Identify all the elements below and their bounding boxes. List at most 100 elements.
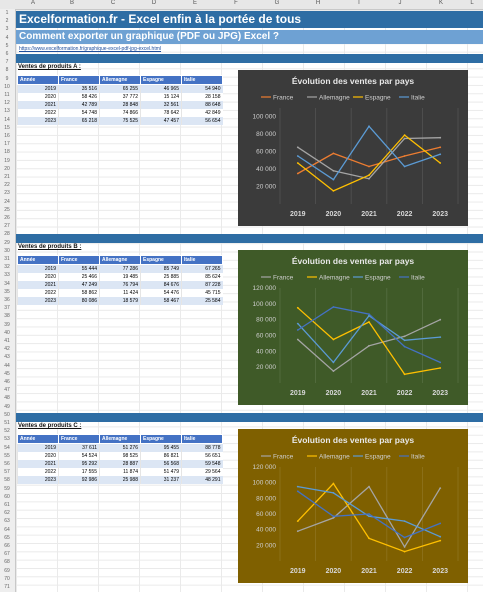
- column-header-A[interactable]: A: [30, 0, 35, 6]
- row-header[interactable]: 43: [4, 354, 10, 361]
- table-row[interactable]: 2021 42 789 28 848 32 561 88 648: [17, 101, 223, 109]
- row-header[interactable]: 22: [4, 182, 10, 189]
- table-row[interactable]: 2022 17 555 11 874 51 479 29 564: [17, 468, 223, 476]
- row-header[interactable]: 10: [4, 83, 10, 90]
- row-header[interactable]: 26: [4, 215, 10, 221]
- table-cell[interactable]: 29 564: [181, 468, 223, 476]
- column-header-J[interactable]: J: [398, 0, 402, 6]
- row-header[interactable]: 71: [4, 584, 10, 590]
- table-row[interactable]: 2020 54 524 98 525 86 821 56 651: [17, 452, 223, 460]
- row-header[interactable]: 44: [4, 362, 10, 369]
- table-cell[interactable]: 54 524: [58, 452, 100, 460]
- column-header-K[interactable]: K: [438, 0, 443, 6]
- row-header[interactable]: 53: [4, 436, 10, 443]
- table-cell[interactable]: 48 291: [181, 476, 223, 484]
- row-header[interactable]: 9: [5, 75, 9, 82]
- table-cell[interactable]: 2022: [17, 109, 59, 117]
- table-cell[interactable]: 47 249: [58, 281, 100, 289]
- table-cell[interactable]: 95 292: [58, 460, 100, 468]
- table-cell[interactable]: 11 424: [99, 289, 141, 297]
- row-header[interactable]: 25: [4, 206, 10, 213]
- row-header[interactable]: 38: [4, 313, 10, 320]
- row-header[interactable]: 27: [4, 223, 10, 230]
- table-header-cell[interactable]: France: [58, 75, 100, 85]
- row-header[interactable]: 4: [5, 34, 9, 41]
- table-cell[interactable]: 65 255: [99, 84, 141, 93]
- table-header-cell[interactable]: Espagne: [140, 75, 182, 85]
- table-cell[interactable]: 2022: [17, 289, 59, 297]
- table-cell[interactable]: 51 479: [140, 468, 182, 476]
- row-header[interactable]: 57: [4, 469, 10, 476]
- row-header[interactable]: 64: [4, 526, 10, 533]
- table-cell[interactable]: 2021: [17, 460, 59, 468]
- table-cell[interactable]: 59 548: [181, 460, 223, 468]
- table-header-cell[interactable]: Année: [17, 255, 59, 265]
- table-cell[interactable]: 67 265: [181, 264, 223, 273]
- row-header[interactable]: 11: [4, 92, 10, 98]
- column-header-C[interactable]: C: [110, 0, 116, 6]
- table-row[interactable]: 2021 47 249 76 794 84 676 87 228: [17, 281, 223, 289]
- row-header[interactable]: 36: [4, 297, 10, 303]
- column-header-H[interactable]: H: [315, 0, 321, 6]
- row-header[interactable]: 30: [4, 247, 10, 254]
- table-cell[interactable]: 87 228: [181, 281, 223, 289]
- table-header-cell[interactable]: France: [58, 255, 100, 265]
- row-header[interactable]: 42: [4, 346, 10, 353]
- column-header-G[interactable]: G: [274, 0, 280, 6]
- row-header[interactable]: 37: [4, 305, 10, 312]
- table-cell[interactable]: 2019: [17, 264, 59, 273]
- table-cell[interactable]: 45 715: [181, 289, 223, 297]
- row-header[interactable]: 17: [4, 141, 10, 148]
- table-cell[interactable]: 78 642: [140, 109, 182, 117]
- table-cell[interactable]: 56 568: [140, 460, 182, 468]
- table-row[interactable]: 2019 37 611 51 276 95 455 88 778: [17, 443, 223, 452]
- row-header[interactable]: 5: [5, 42, 9, 49]
- tutorial-link[interactable]: https://www.excelformation.fr/graphique-…: [19, 46, 162, 52]
- row-header[interactable]: 65: [4, 534, 10, 541]
- table-row[interactable]: 2019 35 516 65 255 46 965 54 940: [17, 84, 223, 93]
- row-header[interactable]: 55: [4, 452, 10, 459]
- row-header[interactable]: 47: [4, 387, 10, 394]
- table-cell[interactable]: 58 467: [140, 297, 182, 305]
- table-cell[interactable]: 2023: [17, 476, 59, 484]
- table-cell[interactable]: 75 525: [99, 117, 141, 125]
- row-header[interactable]: 40: [4, 329, 10, 336]
- table-cell[interactable]: 2023: [17, 117, 59, 125]
- table-cell[interactable]: 2020: [17, 273, 59, 281]
- table-cell[interactable]: 37 611: [58, 443, 100, 452]
- table-cell[interactable]: 2021: [17, 281, 59, 289]
- table-cell[interactable]: 25 466: [58, 273, 100, 281]
- table-cell[interactable]: 56 654: [181, 117, 223, 125]
- row-header[interactable]: 31: [4, 256, 10, 262]
- row-header[interactable]: 20: [4, 165, 10, 172]
- table-cell[interactable]: 2023: [17, 297, 59, 305]
- table-cell[interactable]: 77 286: [99, 264, 141, 273]
- row-header[interactable]: 58: [4, 477, 10, 484]
- row-header[interactable]: 16: [4, 133, 10, 139]
- row-header[interactable]: 15: [4, 124, 10, 131]
- table-row[interactable]: 2022 54 748 74 866 78 642 42 849: [17, 109, 223, 117]
- table-cell[interactable]: 84 676: [140, 281, 182, 289]
- row-header[interactable]: 45: [4, 370, 10, 377]
- data-table-b[interactable]: Année France Allemagne Espagne Italie 2019 55 …: [17, 255, 223, 305]
- row-header[interactable]: 12: [4, 100, 10, 107]
- row-header[interactable]: 3: [5, 26, 9, 33]
- row-header[interactable]: 54: [4, 444, 10, 451]
- row-header[interactable]: 68: [4, 559, 10, 566]
- row-header[interactable]: 41: [4, 338, 10, 344]
- table-cell[interactable]: 54 748: [58, 109, 100, 117]
- table-cell[interactable]: 28 848: [99, 101, 141, 109]
- table-row[interactable]: 2023 80 086 18 579 58 467 25 584: [17, 297, 223, 305]
- table-cell[interactable]: 2022: [17, 468, 59, 476]
- table-cell[interactable]: 37 772: [99, 93, 141, 101]
- table-cell[interactable]: 51 276: [99, 443, 141, 452]
- table-header-cell[interactable]: Allemagne: [99, 75, 141, 85]
- table-row[interactable]: 2019 55 444 77 286 85 749 67 265: [17, 264, 223, 273]
- row-header[interactable]: 13: [4, 108, 10, 115]
- data-table-c[interactable]: Année France Allemagne Espagne Italie 2019 37 …: [17, 434, 223, 484]
- table-cell[interactable]: 11 874: [99, 468, 141, 476]
- row-header[interactable]: 2: [5, 18, 9, 25]
- table-cell[interactable]: 25 988: [99, 476, 141, 484]
- row-header[interactable]: 67: [4, 551, 10, 558]
- table-cell[interactable]: 31 237: [140, 476, 182, 484]
